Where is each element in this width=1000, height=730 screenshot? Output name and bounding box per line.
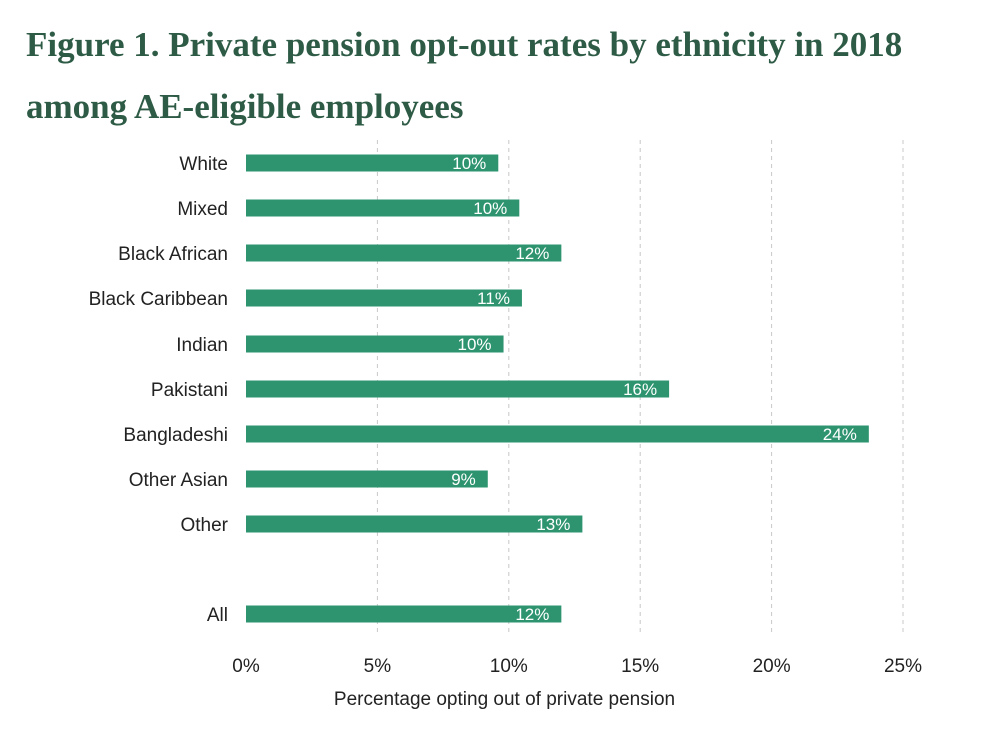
category-label: Pakistani (151, 380, 228, 401)
bar-value-label: 24% (823, 425, 857, 444)
bar (246, 199, 520, 217)
bar (246, 515, 583, 533)
x-tick-label: 0% (232, 656, 260, 677)
bar (246, 244, 562, 262)
x-tick-label: 5% (364, 656, 392, 677)
x-axis-ticks: 0% 5% 10% 15% 20% 25% (232, 656, 922, 677)
category-label: Other (180, 515, 228, 536)
bar-value-label: 16% (623, 380, 657, 399)
bar (246, 154, 499, 172)
bar (246, 289, 522, 307)
category-label: Mixed (177, 199, 228, 220)
bar-value-label: 12% (515, 244, 549, 263)
figure-title: Figure 1. Private pension opt-out rates … (26, 25, 903, 126)
category-label: All (207, 605, 228, 626)
bar-value-label: 11% (477, 289, 510, 308)
category-label: Other Asian (129, 470, 228, 491)
bar-value-label: 10% (458, 335, 492, 354)
bar-value-label: 13% (536, 515, 570, 534)
x-axis-title: Percentage opting out of private pension (334, 689, 675, 710)
bar-value-label: 9% (451, 470, 476, 489)
bar-value-label: 12% (515, 605, 549, 624)
x-tick-label: 10% (490, 656, 528, 677)
category-label: White (179, 154, 228, 175)
category-label: Black African (118, 244, 228, 265)
category-label: Black Caribbean (89, 289, 228, 310)
category-label: Indian (176, 335, 228, 356)
bar (246, 335, 504, 353)
category-label: Bangladeshi (123, 425, 228, 446)
bar (246, 425, 869, 443)
x-tick-label: 15% (621, 656, 659, 677)
bar (246, 605, 562, 623)
x-tick-label: 25% (884, 656, 922, 677)
category-labels: White Mixed Black African Black Caribbean In… (89, 154, 229, 626)
bar (246, 380, 670, 398)
bar-value-label: 10% (473, 199, 507, 218)
bar (246, 470, 488, 488)
bars: 10% 10% 12% 11% 10% 16% 24% 9% 13% 12% (246, 154, 869, 624)
x-tick-label: 20% (753, 656, 791, 677)
bar-value-label: 10% (452, 154, 486, 173)
